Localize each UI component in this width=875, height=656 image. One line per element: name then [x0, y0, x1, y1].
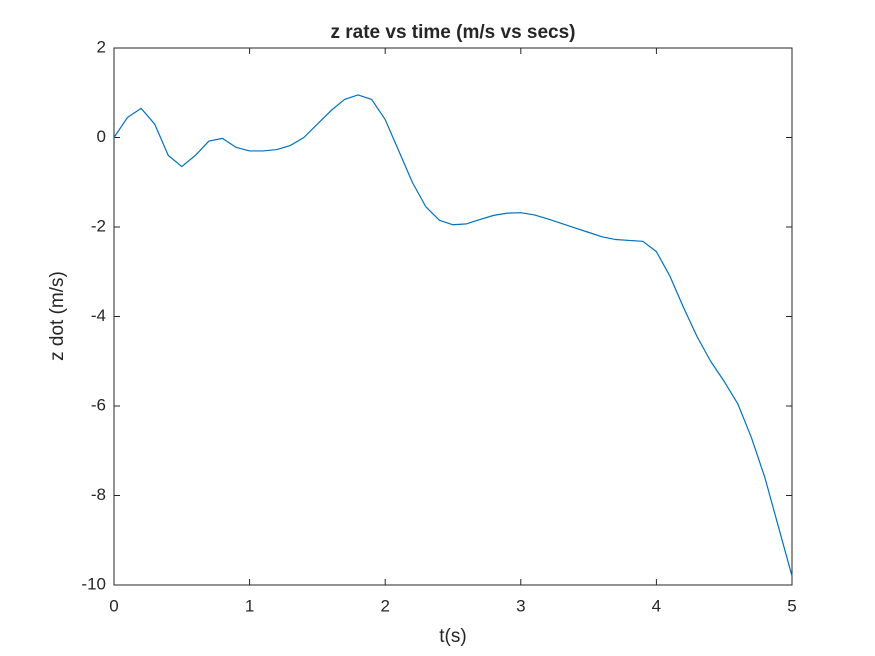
x-tick-label: 5: [787, 596, 796, 615]
y-tick-label: -8: [91, 485, 106, 504]
y-tick-label: -4: [91, 306, 106, 325]
x-tick-label: 3: [516, 596, 525, 615]
y-tick-label: 2: [97, 37, 106, 56]
x-tick-label: 2: [380, 596, 389, 615]
y-tick-label: 0: [97, 127, 106, 146]
y-tick-label: -2: [91, 216, 106, 235]
y-tick-label: -6: [91, 395, 106, 414]
line: [113, 94, 793, 577]
y-axis-label: z dot (m/s): [47, 271, 68, 361]
y-tick-label: -10: [81, 574, 106, 593]
chart-title: z rate vs time (m/s vs secs): [330, 22, 575, 43]
plot-box: [113, 47, 793, 586]
x-tick-label: 4: [652, 596, 661, 615]
x-tick-label: 0: [109, 596, 118, 615]
x-axis-label: t(s): [439, 626, 466, 647]
x-tick-label: 1: [245, 596, 254, 615]
